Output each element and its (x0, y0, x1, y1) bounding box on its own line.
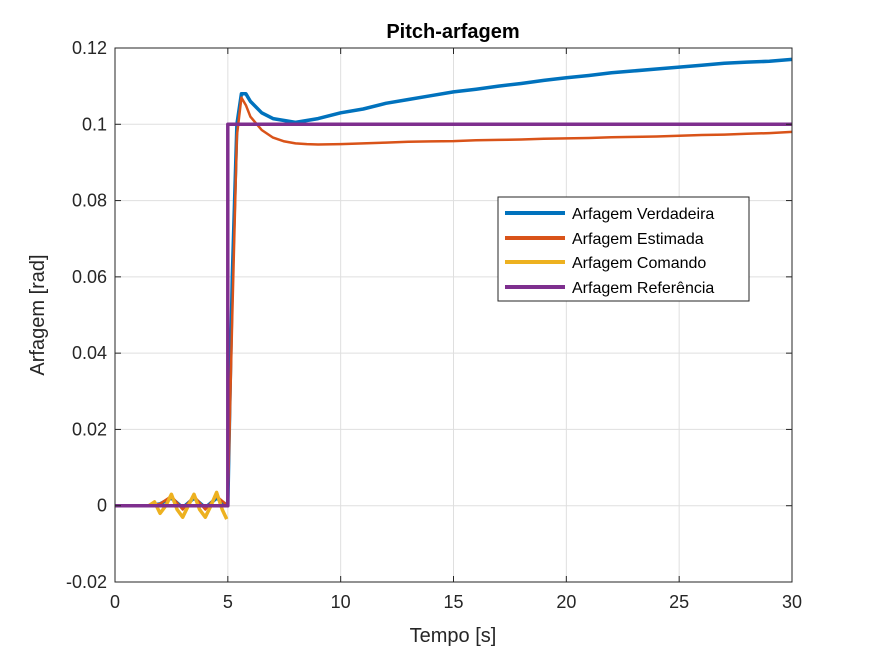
y-tick-label: 0.02 (72, 419, 107, 439)
series-layer (115, 57, 793, 520)
x-tick-label: 20 (556, 592, 576, 612)
x-tick-label: 15 (443, 592, 463, 612)
x-tick-label: 5 (223, 592, 233, 612)
x-tick-label: 25 (669, 592, 689, 612)
y-tick-label: 0.1 (82, 114, 107, 134)
y-tick-label: 0.04 (72, 343, 107, 363)
y-tick-label: 0.06 (72, 267, 107, 287)
x-tick-label: 0 (110, 592, 120, 612)
x-axis-label: Tempo [s] (410, 625, 497, 647)
legend-label-referencia: Arfagem Referência (572, 280, 714, 297)
y-tick-label: 0.08 (72, 191, 107, 211)
chart-title: Pitch-arfagem (386, 21, 519, 43)
legend-label-verdadeira: Arfagem Verdadeira (572, 206, 714, 223)
x-tick-label: 10 (331, 592, 351, 612)
legend-label-estimada: Arfagem Estimada (572, 231, 704, 248)
legend: Arfagem Verdadeira Arfagem Estimada Arfa… (497, 196, 750, 302)
legend-label-comando: Arfagem Comando (572, 255, 706, 272)
y-tick-label: -0.02 (66, 572, 107, 592)
series-line-referencia (115, 122, 792, 508)
x-axis-ticks: 0 5 10 15 20 25 30 (110, 48, 802, 612)
y-tick-label: 0 (97, 496, 107, 516)
series-line-comando (115, 490, 229, 520)
y-axis-ticks: -0.02 0 0.02 0.04 0.06 0.08 0.1 0.12 (66, 38, 792, 592)
y-axis-label: Arfagem [rad] (27, 254, 49, 375)
y-tick-label: 0.12 (72, 38, 107, 58)
x-tick-label: 30 (782, 592, 802, 612)
